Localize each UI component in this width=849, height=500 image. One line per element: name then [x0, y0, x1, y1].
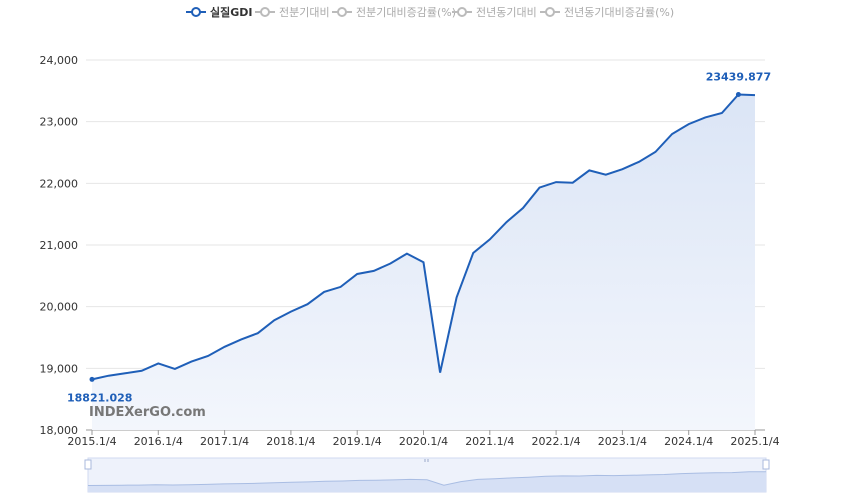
legend-marker-icon: [457, 7, 467, 17]
legend-item-3[interactable]: 전년동기대비: [452, 6, 537, 19]
data-point[interactable]: [422, 260, 426, 264]
data-point[interactable]: [471, 251, 475, 255]
data-point[interactable]: [173, 367, 177, 371]
data-point[interactable]: [189, 360, 193, 364]
data-point[interactable]: [538, 186, 542, 190]
data-point[interactable]: [753, 93, 757, 97]
watermark: INDEXerGO.com: [89, 405, 206, 420]
data-point[interactable]: [554, 180, 558, 184]
legend-item-0[interactable]: 실질GDI: [186, 5, 253, 19]
data-point[interactable]: [521, 206, 525, 210]
data-label: 23439.877: [706, 71, 771, 84]
y-tick-label: 23,000: [40, 116, 79, 129]
range-navigator[interactable]: [84, 457, 770, 493]
data-point[interactable]: [703, 115, 707, 119]
data-point[interactable]: [455, 295, 459, 299]
data-point[interactable]: [488, 237, 492, 241]
data-point[interactable]: [587, 168, 591, 172]
navigator-grip-icon[interactable]: [424, 459, 429, 462]
legend: 실질GDI 전분기대비 전분기대비증감률(%) 전년동기대비 전년동기대비증감률(%): [186, 5, 674, 19]
data-label: 18821.028: [67, 391, 132, 404]
data-point[interactable]: [239, 337, 243, 341]
data-labels: 18821.028 23439.877: [67, 71, 771, 405]
data-point[interactable]: [156, 361, 160, 365]
y-tick-label: 24,000: [40, 54, 79, 67]
data-point[interactable]: [339, 285, 343, 289]
legend-marker-icon: [191, 7, 201, 17]
data-point[interactable]: [620, 167, 624, 171]
data-point[interactable]: [405, 252, 409, 256]
navigator-handle-right[interactable]: [762, 459, 770, 470]
data-point[interactable]: [223, 345, 227, 349]
data-point[interactable]: [372, 269, 376, 273]
y-tick-label: 21,000: [40, 239, 79, 252]
data-point[interactable]: [123, 371, 127, 375]
x-tick-label: 2018.1/4: [266, 435, 315, 448]
x-tick-label: 2021.1/4: [465, 435, 514, 448]
legend-label: 실질GDI: [210, 5, 253, 19]
data-point[interactable]: [272, 318, 276, 322]
annotation-marker: [89, 376, 95, 382]
navigator-handle-left[interactable]: [84, 459, 92, 470]
data-point[interactable]: [720, 111, 724, 115]
legend-item-1[interactable]: 전분기대비: [255, 6, 330, 19]
data-point[interactable]: [670, 132, 674, 136]
legend-item-2[interactable]: 전분기대비증감률(%): [332, 6, 456, 19]
navigator-line: [87, 471, 766, 486]
x-tick-label: 2023.1/4: [598, 435, 647, 448]
data-point[interactable]: [256, 331, 260, 335]
series-line: [91, 93, 756, 381]
legend-item-4[interactable]: 전년동기대비증감률(%): [540, 6, 674, 19]
y-axis: 18,000 19,000 20,000 21,000 22,000 23,000 24,0…: [40, 54, 79, 437]
y-tick-label: 22,000: [40, 177, 79, 190]
annotation-marker: [735, 92, 741, 98]
data-point[interactable]: [140, 369, 144, 373]
x-tick-label: 2015.1/4: [67, 435, 116, 448]
data-point[interactable]: [571, 181, 575, 185]
legend-label: 전분기대비증감률(%): [356, 6, 456, 19]
x-tick-label: 2025.1/4: [730, 435, 779, 448]
x-tick-label: 2020.1/4: [399, 435, 448, 448]
data-point[interactable]: [206, 354, 210, 358]
x-tick-label: 2016.1/4: [134, 435, 183, 448]
data-point[interactable]: [504, 220, 508, 224]
legend-marker-icon: [545, 7, 555, 17]
legend-label: 전년동기대비증감률(%): [564, 6, 674, 19]
data-point[interactable]: [654, 150, 658, 154]
data-point[interactable]: [687, 122, 691, 126]
data-point[interactable]: [107, 374, 111, 378]
x-tick-label: 2019.1/4: [333, 435, 382, 448]
navigator-area: [88, 471, 766, 492]
y-tick-label: 18,000: [40, 424, 79, 437]
y-tick-label: 20,000: [40, 301, 79, 314]
legend-marker-icon: [337, 7, 347, 17]
y-tick-label: 19,000: [40, 362, 79, 375]
data-point[interactable]: [438, 371, 442, 375]
x-tick-label: 2022.1/4: [531, 435, 580, 448]
legend-marker-icon: [260, 7, 270, 17]
x-axis: 2015.1/4 2016.1/4 2017.1/4 2018.1/4 2019.1/4…: [67, 430, 780, 448]
data-point[interactable]: [289, 310, 293, 314]
legend-label: 전분기대비: [279, 6, 330, 19]
data-point[interactable]: [322, 290, 326, 294]
series-area: [92, 94, 755, 430]
data-point[interactable]: [355, 272, 359, 276]
data-point[interactable]: [388, 262, 392, 266]
legend-label: 전년동기대비: [476, 6, 537, 19]
data-point[interactable]: [604, 173, 608, 177]
x-tick-label: 2017.1/4: [200, 435, 249, 448]
data-point[interactable]: [637, 160, 641, 164]
data-point[interactable]: [305, 302, 309, 306]
x-tick-label: 2024.1/4: [664, 435, 713, 448]
